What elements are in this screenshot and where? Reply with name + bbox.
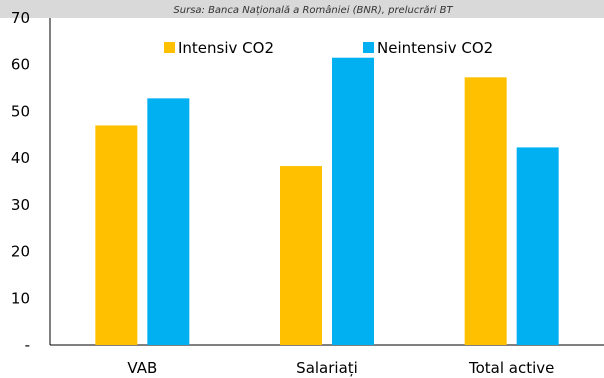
bar-neintensiv-0 (147, 98, 190, 345)
bar-neintensiv-2 (516, 147, 559, 345)
y-tick-label: 40 (11, 149, 30, 167)
bars (95, 57, 559, 345)
bar-intensiv-2 (464, 77, 507, 345)
bar-neintensiv-1 (332, 57, 374, 345)
y-tick-label-zero: - (25, 336, 30, 354)
y-tick-label: 10 (11, 289, 30, 307)
y-axis-labels: 70 60 50 40 30 20 10 - (11, 9, 30, 354)
y-tick-label: 70 (11, 9, 30, 27)
source-banner (0, 0, 604, 18)
bar-intensiv-1 (280, 166, 322, 345)
legend-swatch-intensiv (164, 42, 175, 53)
legend-swatch-neintensiv (363, 42, 374, 53)
y-tick-label: 30 (11, 196, 30, 214)
category-labels: VAB Salariați Total active (127, 359, 554, 377)
legend-label-neintensiv: Neintensiv CO2 (377, 39, 493, 57)
y-tick-label: 50 (11, 102, 30, 120)
y-tick-label: 20 (11, 243, 30, 261)
category-label: Total active (468, 359, 554, 377)
source-note: Sursa: Banca Națională a României (BNR),… (173, 4, 453, 16)
category-label: Salariați (296, 359, 358, 377)
legend: Intensiv CO2 Neintensiv CO2 (164, 39, 493, 57)
category-label: VAB (127, 359, 157, 377)
legend-label-intensiv: Intensiv CO2 (178, 39, 274, 57)
bar-intensiv-0 (95, 125, 138, 345)
y-tick-label: 60 (11, 56, 30, 74)
